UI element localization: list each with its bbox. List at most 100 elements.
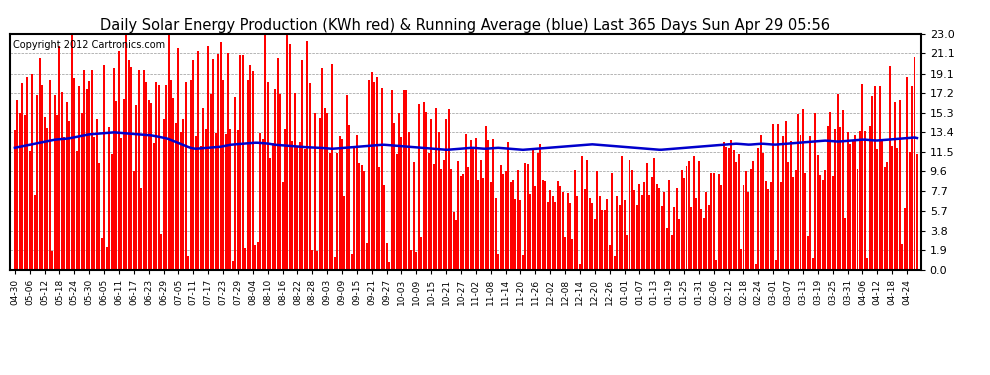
Bar [83,70,85,270]
Bar [611,173,613,270]
Bar [360,165,362,270]
Bar [381,88,383,270]
Bar [350,254,352,270]
Bar [230,129,232,270]
Bar [741,249,742,270]
Bar [165,85,167,270]
Bar [51,252,53,270]
Bar [355,135,357,270]
Bar [837,94,839,270]
Bar [648,195,650,270]
Bar [19,113,21,270]
Bar [331,64,333,270]
Bar [497,254,499,270]
Bar [663,192,665,270]
Bar [725,147,727,270]
Bar [802,108,804,270]
Bar [197,51,199,270]
Bar [827,126,829,270]
Bar [71,35,73,270]
Bar [339,136,341,270]
Bar [431,118,433,270]
Bar [242,55,244,270]
Bar [495,198,497,270]
Bar [730,140,732,270]
Bar [505,171,507,270]
Bar [88,81,90,270]
Bar [846,132,848,270]
Bar [787,162,789,270]
Bar [428,153,430,270]
Bar [47,128,49,270]
Bar [383,185,385,270]
Bar [777,124,779,270]
Bar [775,260,777,270]
Bar [344,196,346,270]
Bar [227,53,229,270]
Bar [182,119,184,270]
Bar [658,188,660,270]
Bar [457,161,459,270]
Bar [232,261,234,270]
Bar [111,154,113,270]
Bar [477,180,479,270]
Bar [832,176,834,270]
Bar [406,90,408,270]
Bar [301,60,303,270]
Bar [871,96,873,270]
Bar [363,171,365,270]
Bar [589,198,591,270]
Bar [849,144,851,270]
Bar [418,104,420,270]
Bar [856,169,858,270]
Bar [502,174,504,270]
Bar [767,189,769,270]
Bar [190,80,192,270]
Bar [655,184,657,270]
Bar [901,244,903,270]
Bar [56,116,58,270]
Bar [886,162,888,270]
Bar [515,199,517,270]
Bar [688,161,690,270]
Bar [835,129,837,270]
Bar [645,163,647,270]
Bar [757,148,759,270]
Bar [909,152,911,270]
Bar [455,220,457,270]
Bar [770,182,772,270]
Bar [738,154,740,270]
Bar [614,256,616,270]
Bar [535,186,537,270]
Bar [24,115,26,270]
Bar [423,102,425,270]
Bar [212,59,214,270]
Bar [542,180,544,270]
Bar [668,180,670,270]
Bar [718,174,720,270]
Bar [641,195,643,270]
Title: Daily Solar Energy Production (KWh red) & Running Average (blue) Last 365 Days S: Daily Solar Energy Production (KWh red) … [100,18,831,33]
Bar [549,190,551,270]
Bar [609,245,611,270]
Bar [96,118,98,270]
Bar [261,140,263,270]
Bar [314,113,316,270]
Bar [416,252,418,270]
Bar [728,147,730,270]
Bar [299,142,301,270]
Bar [368,80,370,270]
Bar [606,199,608,270]
Bar [22,83,24,270]
Bar [723,142,725,270]
Bar [118,51,120,270]
Bar [170,80,172,270]
Bar [510,182,512,270]
Bar [433,164,435,270]
Text: Copyright 2012 Cartronics.com: Copyright 2012 Cartronics.com [13,40,164,50]
Bar [554,201,556,270]
Bar [411,250,413,270]
Bar [353,148,355,270]
Bar [500,165,502,270]
Bar [376,78,378,270]
